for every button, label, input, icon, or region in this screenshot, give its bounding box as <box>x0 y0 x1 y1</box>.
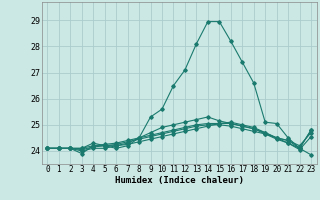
X-axis label: Humidex (Indice chaleur): Humidex (Indice chaleur) <box>115 176 244 185</box>
